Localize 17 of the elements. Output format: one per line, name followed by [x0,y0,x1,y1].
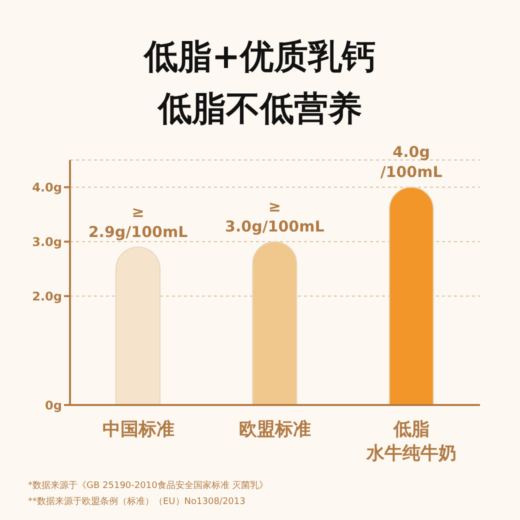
data-label: ≥ 2.9g/100mL [88,203,188,242]
bar [252,241,298,405]
x-tick-label: 欧盟标准 [239,419,311,440]
chart-subtitle: 低脂不低营养 [156,88,363,131]
bar [116,246,160,405]
y-tick-label: 2.0g [32,289,62,304]
bar [388,186,434,405]
text: *数据来源于《GB 25190-2010食品安全国家标准 灭菌乳》 [28,480,268,493]
data-label: ≥ 3.0g/100mL [225,198,325,236]
x-tick-label: 中国标准 [102,419,174,440]
text: **数据来源于欧盟条例（标准）（EU）No1308/2013 [28,496,246,509]
x-tick-label: 低脂水牛纯牛奶 [366,419,457,464]
y-tick-label: 3.0g [32,234,62,249]
data-label: 4.0g /100mL [380,143,443,182]
y-tick-label: 4.0g [32,180,62,194]
chart-title: 低脂+优质乳钙 [142,36,378,79]
y-tick-label: 0g [45,398,62,412]
